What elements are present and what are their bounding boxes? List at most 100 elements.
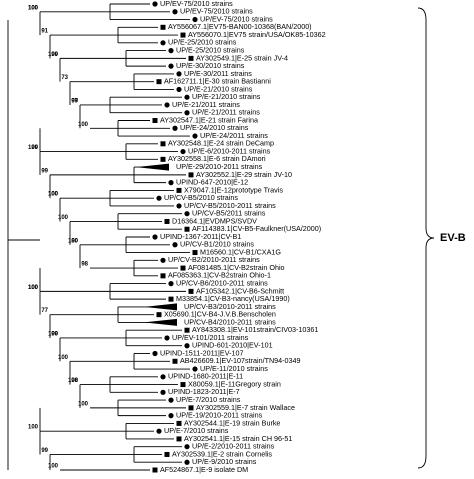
leaf-label: UP/E-30/2011 strains [184, 69, 252, 78]
leaf-marker [152, 234, 158, 240]
leaf-label: UP/CV-B5/2010-2011 strains [184, 201, 276, 210]
leaf-marker [184, 110, 190, 116]
leaf-marker [180, 382, 186, 388]
bootstrap-value: 99 [41, 168, 48, 174]
leaf-label: AY302547.1|E-21 strain Farina [160, 115, 258, 124]
leaf-label: UP/E-21/2010 strains [192, 92, 261, 101]
leaf-label: UPIND-1680-2011|E-11 [168, 372, 243, 381]
leaf-label: UP/EV-75/2010 strains [160, 0, 233, 8]
leaf-label: UP/CV-B1/2010 strains [180, 240, 254, 249]
leaf-marker [164, 335, 170, 341]
leaf-label: UP/EV-101/2011 strains [172, 333, 249, 342]
leaf-label: UP/EV-75/2010 strains [200, 14, 273, 23]
bootstrap-value: 100 [68, 238, 79, 244]
leaf-marker [184, 226, 190, 232]
leaf-marker [184, 94, 190, 100]
leaf-marker [180, 265, 186, 271]
leaf-label: UPIND-1823-2011|E-7 [168, 387, 240, 396]
leaf-label: AB426609.1|EV-107strain/TN94-0349 [180, 356, 301, 365]
leaf-label: AY302548.1|E-24 strain DeCamp [168, 139, 274, 148]
leaf-label: X79047.1|E-12prototype Travis [184, 185, 283, 194]
leaf-label: D16364.1|EVDMPS/SVDV [172, 216, 257, 225]
bootstrap-value: 99 [71, 99, 78, 105]
bootstrap-value: 100 [58, 215, 69, 221]
leaf-marker [188, 172, 194, 178]
leaf-label: UP/E-21/2010 strains [184, 84, 253, 93]
leaf-label: AF162711.1|E-30 strain Bastianni [164, 77, 271, 86]
leaf-marker [180, 32, 186, 38]
leaf-marker [184, 444, 190, 450]
leaf-label: UP/CV-B4/2010-2011 strains [184, 317, 276, 326]
leaf-marker [172, 9, 178, 15]
leaf-marker [168, 296, 174, 302]
bootstrap-value: 91 [41, 29, 48, 35]
leaf-label: AF105342.1|CV-B6-Schmitt [196, 286, 284, 295]
leaf-label: AY556067.1|EV75-BAN00-10368(BAN/2000) [168, 22, 312, 31]
leaf-marker [152, 118, 158, 123]
leaf-label: UP/E-6/2010-2011 strains [188, 146, 271, 155]
clade-label: EV-B [440, 232, 466, 244]
leaf-marker [160, 257, 166, 263]
bootstrap-value: 100 [28, 285, 39, 291]
bootstrap-value: 99 [41, 448, 48, 454]
leaf-marker [172, 358, 178, 364]
leaf-marker [160, 40, 166, 46]
leaf-label: UP/E-21/2011 strains [192, 108, 260, 117]
leaf-marker [168, 397, 174, 403]
leaf-marker [188, 55, 194, 61]
leaf-marker [168, 48, 174, 54]
leaf-label: UP/E-19/2010-2011 strains [176, 411, 263, 420]
leaf-label: UP/CV-B3/2010-2011 strains [184, 302, 276, 311]
bootstrap-value: 100 [48, 464, 59, 470]
leaf-label: AY556070.1|EV75 strain/USA/OK85-10362 [188, 30, 326, 39]
leaf-marker [160, 374, 166, 380]
bootstrap-value: 100 [58, 355, 69, 361]
leaf-marker [184, 343, 190, 349]
leaf-label: UP/E-7/2010 strains [176, 395, 241, 404]
leaf-marker [184, 211, 190, 217]
leaf-marker [164, 451, 170, 457]
bootstrap-value: 100 [48, 192, 59, 198]
leaf-label: AY302541.1|E-15 strain CH 96-51 [184, 434, 292, 443]
leaf-marker [136, 163, 169, 171]
bootstrap-value: 77 [41, 308, 48, 314]
leaf-label: UP/E-24/2010 strains [180, 123, 249, 132]
leaf-label: X80059.1|E-11Gregory strain [188, 379, 281, 388]
leaf-label: UPIND-647-2010|E-12 [176, 178, 248, 187]
leaf-marker [152, 467, 158, 473]
leaf-label: UP/E-30/2010 strains [176, 61, 245, 70]
leaf-marker [188, 405, 194, 411]
bootstrap-value: 100 [78, 401, 89, 407]
bootstrap-value: 100 [28, 5, 39, 11]
leaf-marker [160, 24, 166, 30]
bootstrap-value: 99 [51, 332, 58, 338]
bootstrap-value: 100 [48, 332, 59, 338]
leaf-marker [176, 187, 182, 193]
leaf-marker [160, 141, 166, 147]
leaf-label: AF114383.1|CV-B5-Faulkner(USA/2000) [192, 224, 321, 233]
leaf-marker [156, 195, 162, 201]
bootstrap-value: 100 [28, 145, 39, 151]
bootstrap-value: 100 [68, 378, 79, 384]
leaf-label: UP/E-7/2010 strains [164, 426, 229, 435]
leaf-marker [156, 79, 162, 85]
leaf-marker [144, 318, 177, 326]
leaf-label: UP/E-9/2010 strains [192, 457, 257, 466]
bootstrap-value: 100 [28, 285, 39, 291]
bootstrap-value: 99 [31, 145, 38, 151]
bootstrap-value: 100 [28, 425, 39, 431]
bootstrap-value: 98 [71, 378, 78, 384]
leaf-marker [176, 71, 182, 77]
bootstrap-value: 100 [28, 5, 39, 11]
leaf-label: UP/E-25/2010 strains [168, 38, 237, 47]
leaf-label: AY843308.1|EV-101strain/CIV03-10361 [192, 325, 318, 334]
leaf-label: AY302549.1|E-25 strain JV-4 [196, 53, 288, 62]
leaf-label: UP/E-29/2010-2011 strains [176, 162, 263, 171]
leaf-label: UP/E-2/2010-2011 strains [192, 442, 275, 451]
bootstrap-value: 100 [48, 192, 59, 198]
leaf-label: UPIND-1511-2011|EV-107 [160, 348, 244, 357]
leaf-label: UP/CV-B2/2010-2011 strains [168, 255, 260, 264]
leaf-marker [176, 420, 182, 426]
leaf-marker [156, 428, 162, 434]
